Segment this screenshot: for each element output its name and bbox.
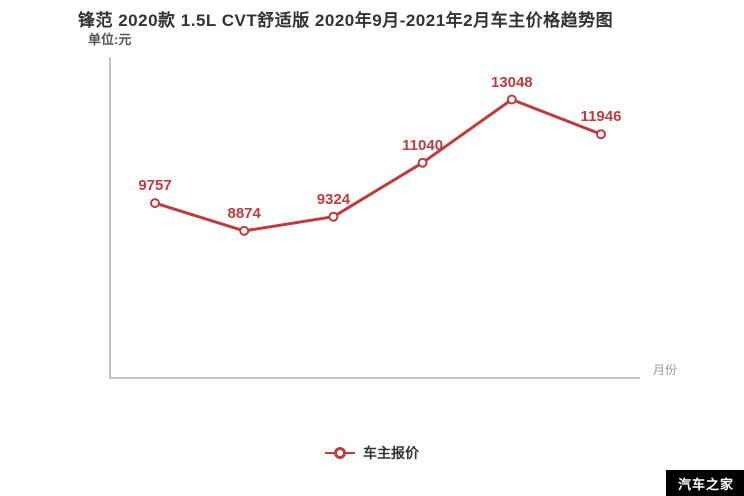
data-point-label: 11040 bbox=[402, 136, 444, 154]
watermark-autohome: 汽车之家 bbox=[665, 470, 744, 496]
data-point-marker bbox=[596, 129, 606, 140]
data-point-label: 9324 bbox=[316, 190, 351, 208]
data-point-marker bbox=[417, 157, 428, 168]
legend-series-label: 车主报价 bbox=[363, 445, 419, 461]
x-axis-label: 月份 bbox=[653, 363, 678, 377]
legend-line-marker-icon bbox=[325, 447, 355, 459]
data-point-label: 11946 bbox=[580, 108, 622, 126]
data-point-label: 13048 bbox=[490, 73, 533, 91]
data-point-marker bbox=[506, 94, 517, 105]
data-point-label: 8874 bbox=[227, 204, 261, 222]
data-point-marker bbox=[150, 198, 160, 209]
data-point-marker bbox=[239, 225, 250, 236]
legend-open-circle-icon bbox=[334, 447, 346, 459]
data-point-label: 9757 bbox=[138, 177, 172, 195]
data-point-marker bbox=[328, 211, 339, 222]
legend: 车主报价 bbox=[325, 443, 419, 463]
watermark-text: 汽车之家 bbox=[677, 476, 734, 492]
y-axis-unit-label: 单位:元 bbox=[88, 32, 132, 47]
series-line bbox=[153, 98, 603, 233]
chart-title: 锋范 2020款 1.5L CVT舒适版 2020年9月-2021年2月车主价格… bbox=[78, 11, 614, 30]
